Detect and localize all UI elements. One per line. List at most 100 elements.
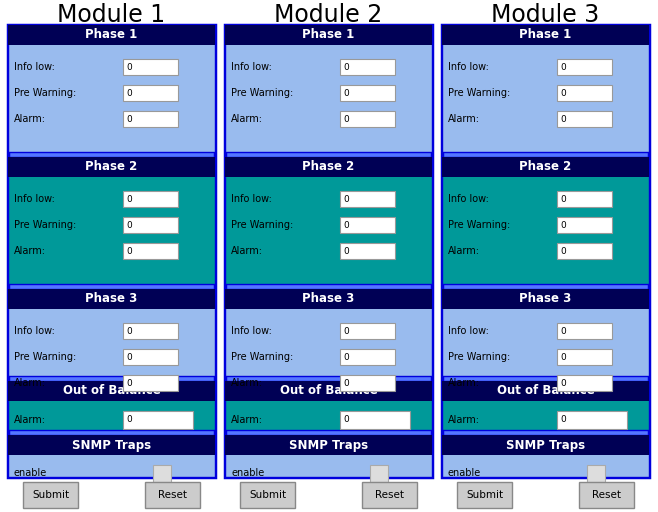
Text: Alarm:: Alarm:	[14, 378, 46, 388]
Text: 0: 0	[343, 89, 349, 97]
Text: SNMP Traps: SNMP Traps	[506, 438, 585, 452]
Bar	[557, 323, 612, 339]
Text: enable: enable	[448, 468, 481, 479]
Bar	[123, 191, 178, 207]
Text: 0: 0	[560, 195, 566, 203]
Text: 0: 0	[560, 416, 566, 424]
Text: 0: 0	[560, 62, 566, 72]
Bar	[123, 111, 178, 127]
Text: enable: enable	[231, 468, 265, 479]
Bar	[442, 381, 649, 401]
Text: 0: 0	[126, 352, 132, 361]
Text: 0: 0	[343, 246, 349, 255]
Bar	[123, 217, 178, 233]
Text: 0: 0	[126, 246, 132, 255]
Bar	[340, 243, 395, 259]
Text: Module 3: Module 3	[492, 3, 599, 27]
Text: Alarm:: Alarm:	[231, 114, 263, 124]
Text: Submit: Submit	[32, 490, 69, 500]
Text: 0: 0	[343, 115, 349, 123]
Bar	[442, 157, 649, 284]
Bar	[557, 85, 612, 101]
Text: Info low:: Info low:	[14, 326, 55, 336]
Bar	[557, 375, 612, 391]
Text: 0: 0	[560, 115, 566, 123]
Text: Pre Warning:: Pre Warning:	[231, 88, 293, 98]
Bar	[557, 217, 612, 233]
Text: Info low:: Info low:	[231, 194, 272, 204]
Bar	[442, 435, 649, 477]
Bar	[557, 243, 612, 259]
Bar	[340, 217, 395, 233]
Bar	[340, 111, 395, 127]
Text: Module 2: Module 2	[274, 3, 382, 27]
Bar	[442, 157, 649, 177]
Text: 0: 0	[126, 327, 132, 335]
Text: 0: 0	[560, 89, 566, 97]
Text: Phase 1: Phase 1	[86, 29, 138, 41]
Text: 0: 0	[343, 352, 349, 361]
Text: Info low:: Info low:	[231, 62, 272, 72]
Text: 0: 0	[560, 327, 566, 335]
Bar	[225, 157, 432, 177]
Bar	[123, 411, 193, 429]
Bar	[442, 25, 649, 477]
Bar	[340, 349, 395, 365]
Text: Alarm:: Alarm:	[14, 114, 46, 124]
Text: Phase 2: Phase 2	[303, 160, 355, 174]
Text: 0: 0	[560, 378, 566, 388]
Text: Info low:: Info low:	[14, 194, 55, 204]
Bar	[123, 59, 178, 75]
Bar	[442, 381, 649, 430]
Bar	[362, 482, 417, 508]
Text: Alarm:: Alarm:	[448, 415, 480, 425]
Text: Alarm:: Alarm:	[448, 114, 480, 124]
Text: 0: 0	[560, 246, 566, 255]
Bar	[123, 243, 178, 259]
Bar	[225, 25, 432, 45]
Text: Pre Warning:: Pre Warning:	[448, 88, 510, 98]
Text: Reset: Reset	[375, 490, 404, 500]
Text: Alarm:: Alarm:	[231, 246, 263, 256]
Bar	[8, 289, 215, 309]
Text: 0: 0	[126, 195, 132, 203]
Text: Pre Warning:: Pre Warning:	[448, 220, 510, 230]
Text: Reset: Reset	[158, 490, 187, 500]
Bar	[340, 323, 395, 339]
Bar	[23, 482, 78, 508]
Text: 0: 0	[343, 221, 349, 229]
Bar	[557, 111, 612, 127]
Bar	[123, 349, 178, 365]
Text: Alarm:: Alarm:	[231, 415, 263, 425]
Bar	[225, 157, 432, 284]
Text: Alarm:: Alarm:	[14, 415, 46, 425]
Text: Phase 1: Phase 1	[519, 29, 572, 41]
Bar	[145, 482, 200, 508]
Text: 0: 0	[126, 221, 132, 229]
Text: 0: 0	[126, 62, 132, 72]
Text: Pre Warning:: Pre Warning:	[448, 352, 510, 362]
Bar	[8, 25, 215, 477]
Bar	[225, 289, 432, 376]
Bar	[340, 411, 410, 429]
Text: Out of Balance: Out of Balance	[63, 385, 161, 397]
Bar	[8, 157, 215, 177]
Bar	[340, 85, 395, 101]
Bar	[340, 59, 395, 75]
Text: enable: enable	[14, 468, 47, 479]
Bar	[557, 191, 612, 207]
Bar	[442, 289, 649, 376]
Bar	[442, 25, 649, 45]
Text: Pre Warning:: Pre Warning:	[14, 220, 76, 230]
Bar	[225, 435, 432, 455]
Text: 0: 0	[343, 327, 349, 335]
Bar	[557, 411, 627, 429]
Text: 0: 0	[343, 416, 349, 424]
Bar	[442, 289, 649, 309]
Text: Alarm:: Alarm:	[448, 378, 480, 388]
Text: 0: 0	[560, 221, 566, 229]
Text: SNMP Traps: SNMP Traps	[289, 438, 368, 452]
Bar	[8, 289, 215, 376]
Bar	[8, 435, 215, 477]
Text: 0: 0	[343, 62, 349, 72]
